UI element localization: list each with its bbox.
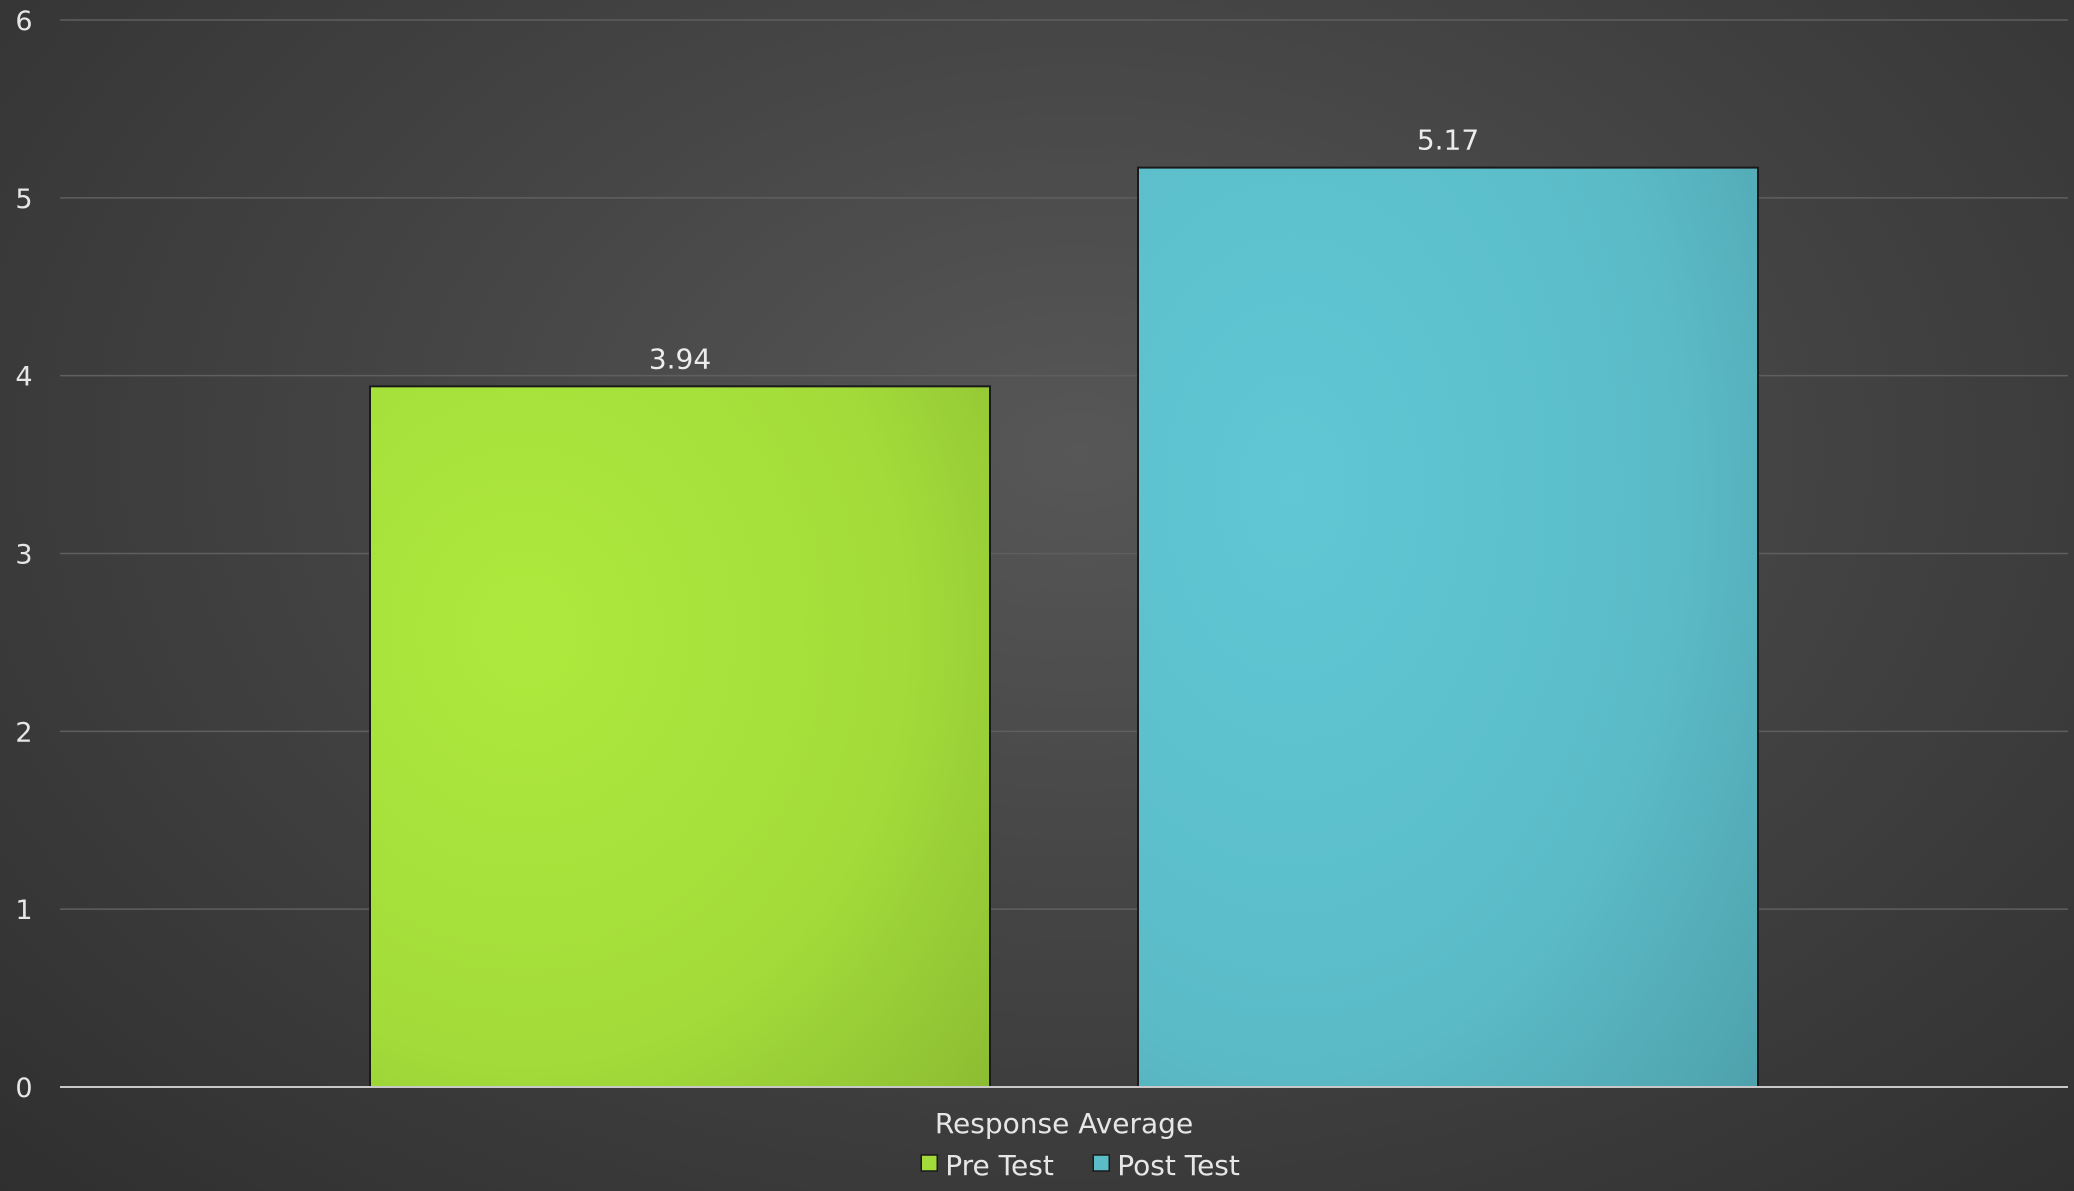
- x-axis: Response Average: [60, 1086, 2068, 1140]
- bar-pre-test: [369, 385, 991, 1088]
- bars: [369, 166, 1759, 1088]
- gridlines: [60, 19, 2068, 910]
- y-tick-label: 6: [15, 6, 32, 37]
- legend-label: Pre Test: [945, 1149, 1054, 1182]
- y-tick-label: 5: [15, 184, 32, 215]
- data-labels: 3.94 5.17: [649, 124, 1479, 376]
- legend-item: Post Test: [1092, 1149, 1240, 1182]
- legend: Pre Test Post Test: [920, 1149, 1240, 1182]
- y-tick-label: 3: [15, 540, 32, 571]
- x-category-label: Response Average: [935, 1107, 1193, 1140]
- y-tick-label: 0: [15, 1073, 32, 1104]
- legend-swatch: [920, 1154, 938, 1172]
- bar-post-test: [1137, 166, 1759, 1088]
- y-tick-label: 1: [15, 895, 32, 926]
- legend-item: Pre Test: [920, 1149, 1054, 1182]
- legend-swatch: [1092, 1154, 1110, 1172]
- y-axis-ticks: 0 1 2 3 4 5 6: [15, 6, 32, 1104]
- data-label: 3.94: [649, 342, 711, 375]
- y-tick-label: 4: [15, 362, 32, 393]
- y-tick-label: 2: [15, 717, 32, 748]
- legend-label: Post Test: [1117, 1149, 1240, 1182]
- data-label: 5.17: [1417, 124, 1479, 157]
